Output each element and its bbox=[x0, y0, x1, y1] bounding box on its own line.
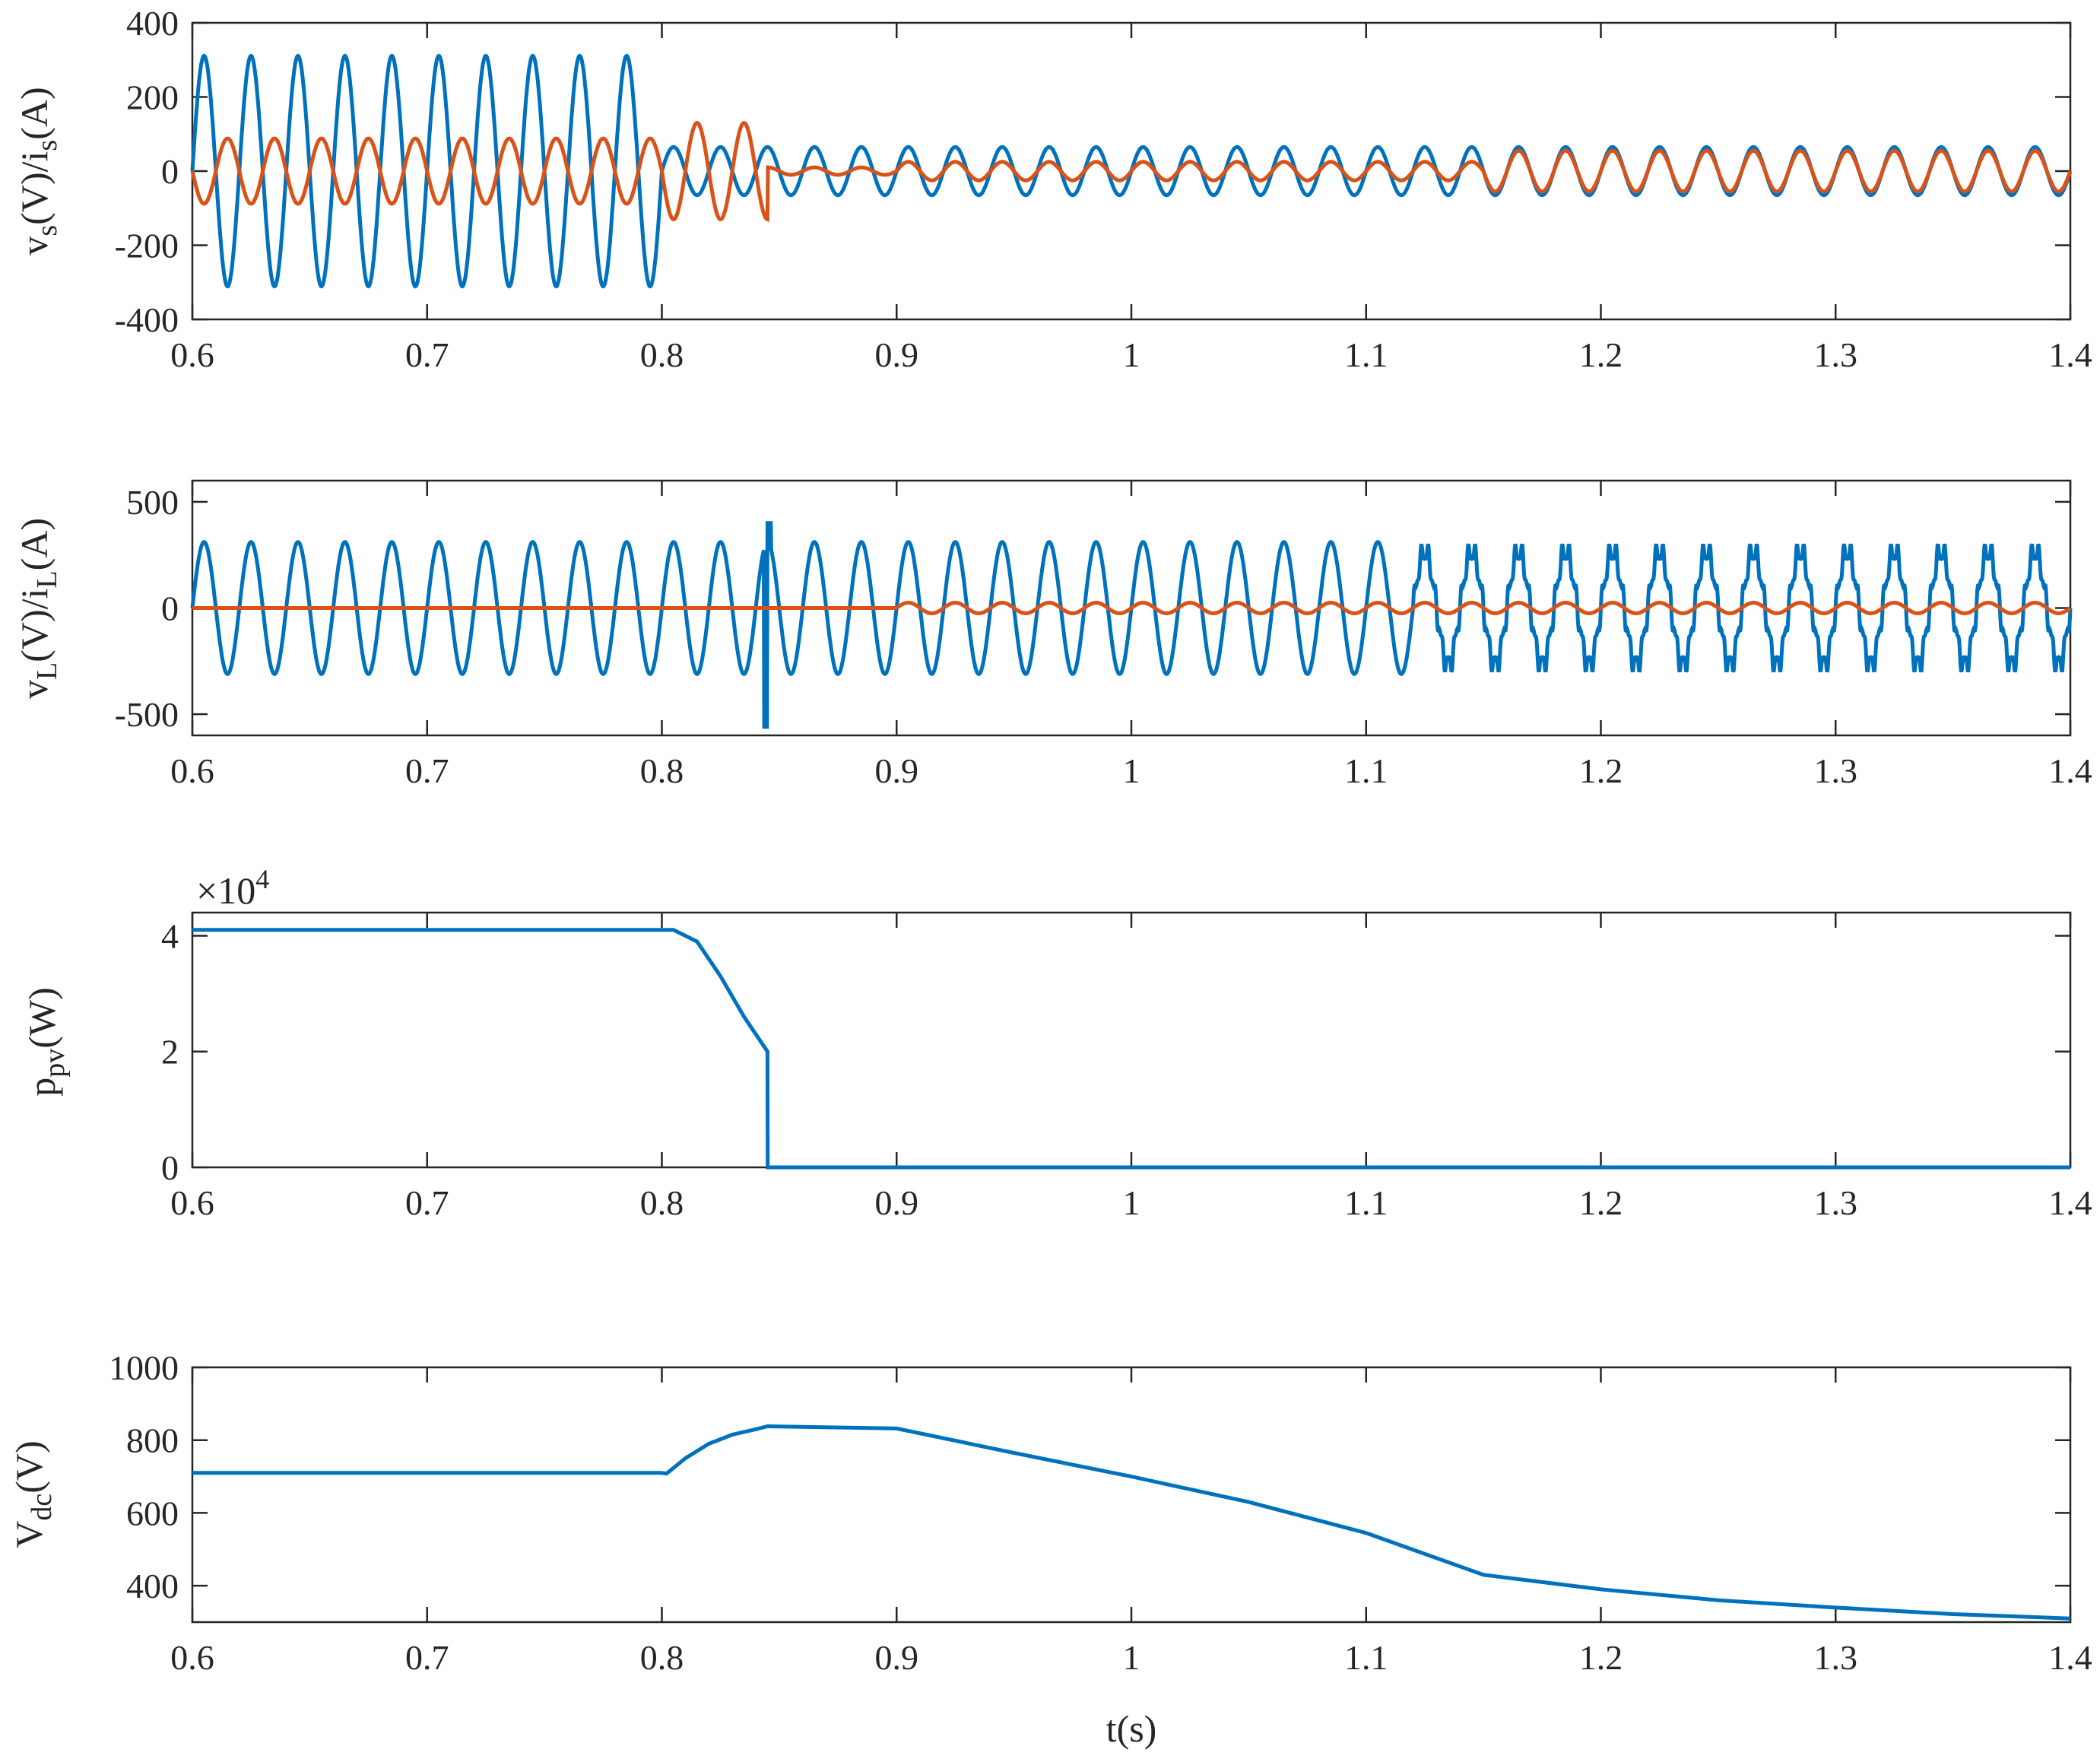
panel-2-xtick-label: 1.1 bbox=[1344, 751, 1388, 790]
panel-4-ytick-labels: 400 600 800 1000 bbox=[109, 1348, 179, 1605]
panel-3-ytick-label: 2 bbox=[161, 1033, 179, 1072]
panel-4: 0.6 0.7 0.8 0.9 1 1.1 1.2 1.3 1.4 4006008001000 … bbox=[8, 1348, 2092, 1750]
panel-4-frame bbox=[191, 1366, 2072, 1624]
panel-3-xtick-label: 0.6 bbox=[170, 1183, 214, 1222]
panel-2: 0.6 0.7 0.8 0.9 1 1.1 1.2 1.3 1.4 -500 0 500 vL(V)… bbox=[13, 479, 2092, 790]
panel-4-xtick-labels: 0.6 0.7 0.8 0.9 1 1.1 1.2 1.3 1.4 bbox=[170, 1638, 2092, 1677]
panel-2-grid-ticks bbox=[191, 481, 2072, 735]
panel-3-series-1-line bbox=[192, 928, 2070, 1170]
panel-4-ytick-label: 1000 bbox=[109, 1348, 179, 1387]
panel-2-xtick-label: 1.3 bbox=[1814, 751, 1858, 790]
panel-1-xtick-label: 0.9 bbox=[875, 335, 919, 374]
panel-4-xtick-label: 0.9 bbox=[875, 1638, 919, 1677]
panel-4-xtick-label: 1.1 bbox=[1344, 1638, 1388, 1677]
panel-1-ylabel: vs(V)/is(A) bbox=[13, 87, 63, 255]
panel-1-xtick-label: 0.8 bbox=[640, 335, 684, 374]
panel-4-ytick-label: 400 bbox=[126, 1567, 179, 1605]
panel-3-xtick-label: 1 bbox=[1123, 1183, 1140, 1222]
panel-1-ytick-labels: -400 -200 0 200 400 bbox=[115, 4, 179, 339]
panel-2-ytick-label: -500 bbox=[115, 695, 179, 734]
panel-4-xtick-label: 1.2 bbox=[1579, 1638, 1623, 1677]
panel-3-xtick-labels: 0.6 0.7 0.8 0.9 1 1.1 1.2 1.3 1.4 bbox=[170, 1183, 2092, 1222]
panel-1-xtick-label: 0.6 bbox=[170, 335, 214, 374]
panel-4-series-1-line bbox=[192, 1424, 2071, 1621]
panel-3-xtick-label: 1.1 bbox=[1344, 1183, 1388, 1222]
panel-4-grid-ticks bbox=[191, 1366, 2072, 1622]
panel-3-ytick-labels: 0 2 4 bbox=[161, 916, 179, 1187]
panel-4-xtick-label: 0.7 bbox=[405, 1638, 449, 1677]
panel-4-xtick-label: 1.4 bbox=[2048, 1638, 2092, 1677]
panel-2-xtick-label: 0.6 bbox=[170, 751, 214, 790]
panel-2-series-1-line bbox=[190, 521, 2073, 729]
panel-4-xtick-label: 0.6 bbox=[170, 1638, 214, 1677]
panel-2-xtick-label: 1 bbox=[1123, 751, 1140, 790]
panel-2-ytick-label: 0 bbox=[161, 589, 179, 628]
panel-4-ytick-label: 800 bbox=[126, 1421, 179, 1460]
panel-3-exponent: ×104 bbox=[196, 864, 269, 912]
panel-1-ytick-label: 400 bbox=[126, 4, 179, 43]
panel-2-xtick-label: 0.8 bbox=[640, 751, 684, 790]
panel-3-xtick-label: 1.4 bbox=[2048, 1183, 2092, 1222]
panel-1-ytick-label: -200 bbox=[115, 227, 179, 265]
panel-4-xtick-label: 0.8 bbox=[640, 1638, 684, 1677]
panel-4-xtick-label: 1.3 bbox=[1814, 1638, 1858, 1677]
panel-1-xtick-label: 1.1 bbox=[1344, 335, 1388, 374]
panel-1-xtick-labels: 0.6 0.7 0.8 0.9 1 1.1 1.2 1.3 1.4 bbox=[170, 335, 2092, 374]
panel-1-grid-ticks bbox=[191, 21, 2072, 321]
panel-1-xtick-label: 1.4 bbox=[2048, 335, 2092, 374]
panel-3: 0.6 0.7 0.8 0.9 1 1.1 1.2 1.3 1.4 0 2 4 ×104 ppv(W… bbox=[21, 864, 2092, 1222]
panel-3-xtick-label: 0.9 bbox=[875, 1183, 919, 1222]
panel-2-xtick-label: 1.4 bbox=[2048, 751, 2092, 790]
panel-4-xlabel: t(s) bbox=[1106, 1707, 1157, 1750]
panel-2-ylabel: vL(V)/iL(A) bbox=[13, 518, 63, 699]
panel-1-xtick-label: 1.2 bbox=[1579, 335, 1623, 374]
panel-4-ylabel: Vdc(V) bbox=[8, 1440, 58, 1548]
panel-3-ytick-label: 4 bbox=[161, 916, 179, 955]
panel-3-grid-ticks bbox=[191, 913, 2072, 1169]
panel-3-xtick-label: 0.7 bbox=[405, 1183, 449, 1222]
panel-1-ytick-label: -400 bbox=[115, 300, 179, 339]
panel-2-ytick-labels: -500 0 500 bbox=[115, 483, 179, 734]
panel-1-xtick-label: 1 bbox=[1123, 335, 1140, 374]
panel-1-series-2-line bbox=[190, 120, 2073, 222]
panel-2-ytick-label: 500 bbox=[126, 483, 179, 522]
panel-2-xtick-labels: 0.6 0.7 0.8 0.9 1 1.1 1.2 1.3 1.4 bbox=[170, 751, 2092, 790]
panel-3-ylabel: ppv(W) bbox=[21, 987, 71, 1097]
panel-3-frame bbox=[191, 911, 2072, 1169]
panel-1-xtick-label: 1.3 bbox=[1814, 335, 1858, 374]
panel-3-xtick-label: 0.8 bbox=[640, 1183, 684, 1222]
panel-4-ytick-label: 600 bbox=[126, 1494, 179, 1532]
panel-2-xtick-label: 0.9 bbox=[875, 751, 919, 790]
panel-1-xtick-label: 0.7 bbox=[405, 335, 449, 374]
panel-2-series-2-line bbox=[192, 601, 2072, 615]
panel-2-xtick-label: 1.2 bbox=[1579, 751, 1623, 790]
panel-2-xtick-label: 0.7 bbox=[405, 751, 449, 790]
panel-1-ytick-label: 200 bbox=[126, 78, 179, 117]
panel-4-xtick-label: 1 bbox=[1123, 1638, 1140, 1677]
panel-3-ytick-label: 0 bbox=[161, 1148, 179, 1187]
panel-3-xtick-label: 1.3 bbox=[1814, 1183, 1858, 1222]
panel-1-ytick-label: 0 bbox=[161, 152, 179, 191]
panel-1: 0.6 0.7 0.8 0.9 1 1.1 1.2 1.3 1.4 -400 -200 0 200 40… bbox=[13, 4, 2092, 374]
panel-3-xtick-label: 1.2 bbox=[1579, 1183, 1623, 1222]
